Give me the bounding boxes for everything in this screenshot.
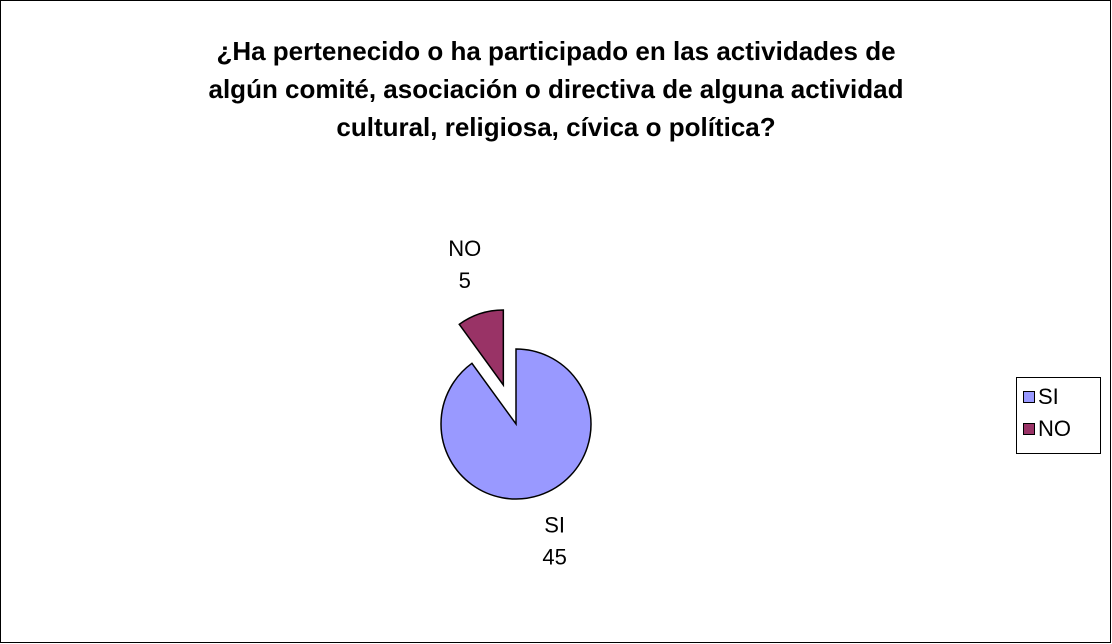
legend-swatch <box>1023 391 1035 403</box>
legend-box <box>1016 377 1101 454</box>
legend-swatch <box>1023 423 1035 435</box>
data-label-category: NO <box>448 236 481 261</box>
data-label-value: 45 <box>542 545 566 570</box>
pie-slice <box>440 348 592 500</box>
data-label-value: 5 <box>459 268 471 293</box>
legend-label: SI <box>1038 384 1059 409</box>
legend-label: NO <box>1038 416 1071 441</box>
pie-slice <box>458 309 505 388</box>
chart-title: ¿Ha pertenecido o ha participado en las … <box>208 36 904 142</box>
data-label-category: SI <box>544 513 565 538</box>
